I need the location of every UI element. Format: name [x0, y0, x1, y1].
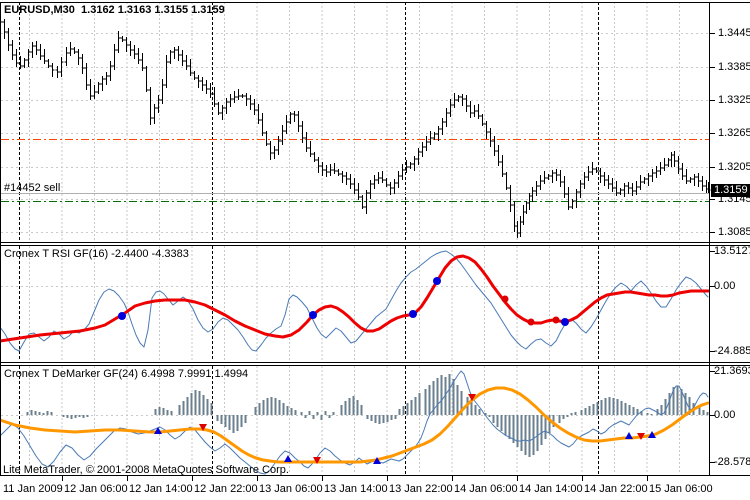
time-axis-label: 14 Jan 22:00 — [584, 483, 648, 495]
time-axis-label: 12 Jan 14:00 — [129, 483, 193, 495]
price-axis-label: 1.3385 — [718, 61, 750, 73]
price-axis-label: 1.3265 — [718, 127, 750, 139]
time-axis-label: 15 Jan 06:00 — [649, 483, 713, 495]
demarker-axis-label: 0.00 — [714, 409, 736, 421]
price-axis-label: 1.3445 — [718, 27, 750, 39]
demarker-indicator-area[interactable] — [1, 366, 709, 474]
panel-borders — [0, 2, 750, 476]
price-axis-label: 1.3325 — [718, 94, 750, 106]
demarker-arrow-markers — [154, 394, 656, 464]
rsi-indicator-area[interactable] — [1, 246, 709, 361]
demarker-main-line — [0, 370, 709, 475]
time-axis-label: 11 Jan 2009 — [3, 483, 63, 495]
price-axis-label: 1.3145 — [718, 193, 750, 205]
rsi-axis-label: -24.885 — [714, 345, 750, 357]
price-axis[interactable] — [710, 2, 750, 476]
demarker-axis-label: 21.3693 — [714, 365, 750, 377]
grid-lines — [1, 2, 709, 474]
copyright-label: Lite MetaTrader, © 2001-2008 MetaQuotes … — [3, 464, 289, 476]
rsi-axis-label: 13.5127 — [714, 245, 750, 257]
time-axis-label: 12 Jan 06:00 — [64, 483, 128, 495]
time-axis-label: 13 Jan 14:00 — [324, 483, 388, 495]
rsi-signal-markers — [118, 277, 569, 326]
quote-ohlc-label: 1.3162 1.3163 1.3155 1.3159 — [81, 4, 225, 16]
rsi-main-line — [0, 250, 709, 352]
demarker-signal-line — [0, 386, 710, 464]
time-axis-label: 14 Jan 06:00 — [454, 483, 518, 495]
price-axis-label: 1.3085 — [718, 226, 750, 238]
chart-title: EURUSD,M30 1.3162 1.3163 1.3155 1.3159 — [4, 4, 225, 16]
time-axis-label: 13 Jan 22:00 — [389, 483, 453, 495]
demarker-histogram — [26, 374, 709, 457]
time-axis-label: 12 Jan 22:00 — [194, 483, 258, 495]
demarker-axis-label: -28.5787 — [714, 456, 750, 468]
panel-divider[interactable] — [0, 242, 750, 246]
rsi-axis-label: 0.00 — [714, 280, 736, 292]
rsi-signal-line — [0, 254, 710, 343]
axis-tick-marks — [62, 33, 715, 481]
demarker-indicator-label: Cronex T DeMarker GF(24) 6.4998 7.9991 1… — [4, 368, 249, 380]
panel-divider[interactable] — [0, 362, 750, 366]
current-price-badge: 1.3159 — [711, 184, 750, 197]
main-chart-area[interactable] — [1, 2, 709, 241]
price-axis-label: 1.3205 — [718, 161, 750, 173]
time-axis-label: 14 Jan 14:00 — [519, 483, 583, 495]
symbol-period-label: EURUSD,M30 — [4, 4, 75, 16]
rsi-indicator-label: Cronex T RSI GF(16) -2.4400 -4.3383 — [4, 248, 189, 260]
time-axis-label: 13 Jan 06:00 — [259, 483, 323, 495]
order-label: #14452 sell — [4, 182, 61, 194]
